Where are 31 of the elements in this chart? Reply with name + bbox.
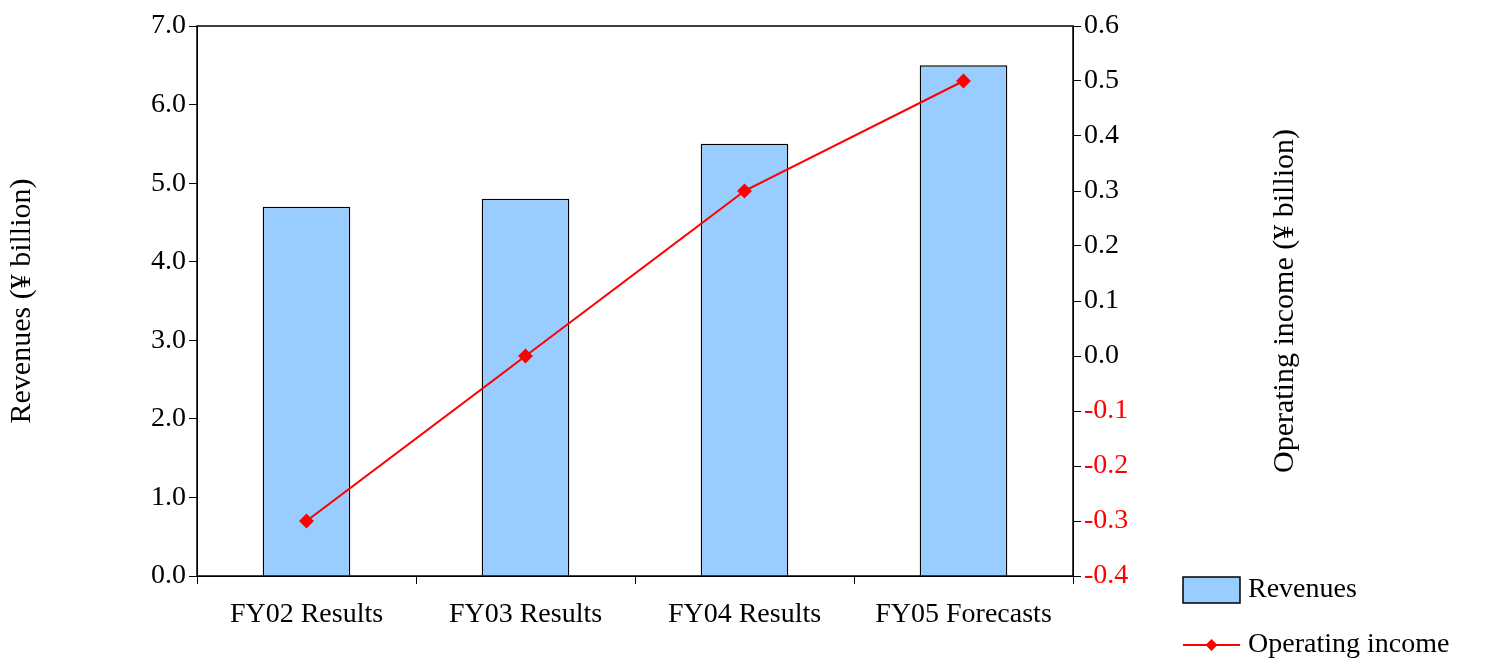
point (737, 184, 752, 198)
point (518, 349, 533, 363)
y2-tick-label: -0.1 (1084, 393, 1129, 425)
y-tick-label: 4.0 (151, 244, 186, 276)
x-tick-label: FY04 Results (667, 597, 822, 629)
y-tick-label: 0.0 (151, 558, 186, 590)
y2-tick-label: 0.2 (1084, 228, 1119, 260)
y-tick-label: 6.0 (151, 86, 186, 118)
y2-tick-label: -0.4 (1084, 558, 1129, 590)
y2-tick-label: 0.5 (1084, 63, 1119, 95)
legend-label: Operating income (1248, 627, 1450, 659)
y2-tick-label: -0.3 (1084, 503, 1129, 535)
y-tick-label: 2.0 (151, 401, 186, 433)
y2-tick-label: 0.3 (1084, 173, 1119, 205)
y-tick-label: 7.0 (151, 8, 186, 40)
y-tick-label: 1.0 (151, 479, 186, 511)
legend-label: Revenues (1248, 572, 1357, 604)
x-tick-label: FY02 Results (229, 597, 384, 629)
x-tick-label: FY03 Results (448, 597, 603, 629)
y-tick-label: 5.0 (151, 165, 186, 197)
point (956, 74, 971, 88)
y2-tick-label: 0.1 (1084, 283, 1119, 315)
y-axis-title: Revenues (¥ billion) (2, 178, 37, 424)
point (299, 514, 314, 528)
y-tick-label: 3.0 (151, 322, 186, 354)
y2-tick-label: -0.2 (1084, 448, 1129, 480)
x-tick-label: FY05 Forecasts (875, 597, 1052, 629)
y2-axis-title: Operating income (¥ billion) (1265, 128, 1300, 474)
y2-tick-label: 0.4 (1084, 118, 1119, 150)
y2-tick-label: 0.6 (1084, 8, 1119, 40)
y2-tick-label: 0.0 (1084, 338, 1119, 370)
